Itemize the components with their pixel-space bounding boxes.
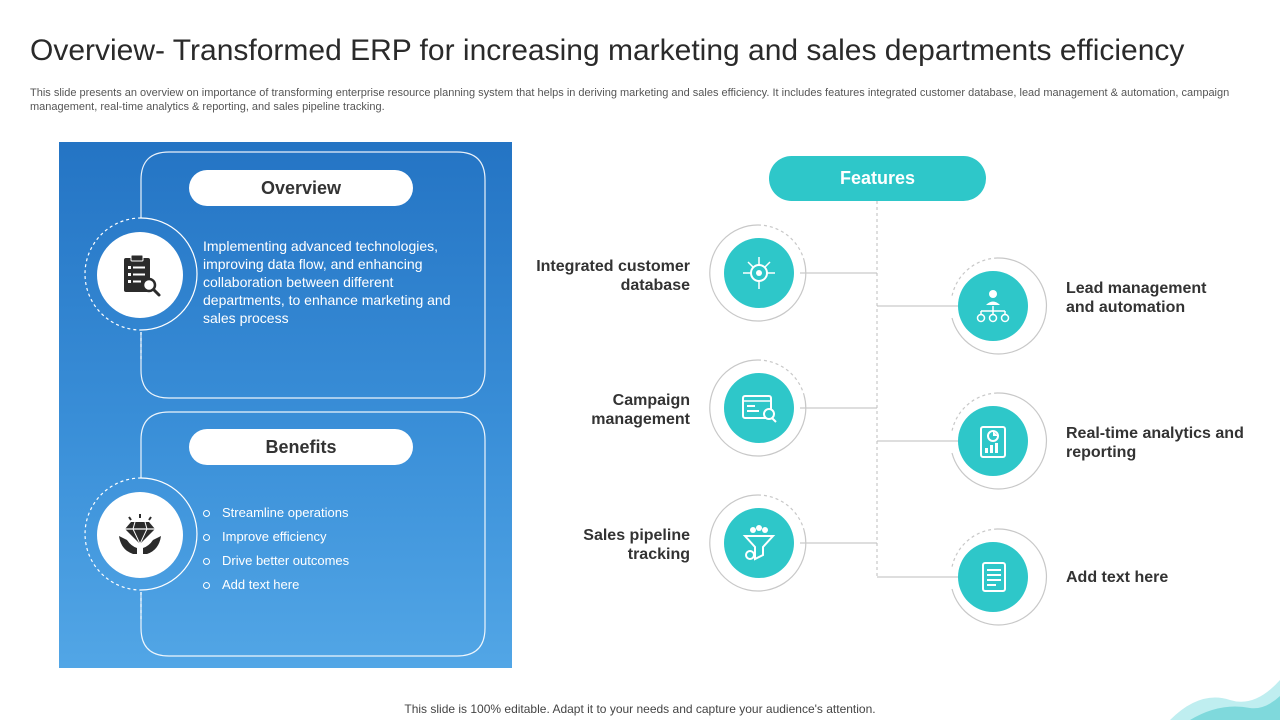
org-gears-icon [976, 290, 1010, 323]
campaign-screen-icon [742, 395, 777, 423]
decorative-wave [1170, 680, 1280, 720]
page-title: Overview- Transformed ERP for increasing… [30, 34, 1185, 67]
list-item: Drive better outcomes [203, 549, 349, 573]
diamond-hands-icon [119, 514, 161, 554]
database-chip-icon [743, 257, 775, 289]
bullet-icon [203, 557, 210, 565]
left-panel: Overview Implementing advanced technolog… [59, 142, 512, 668]
panel-frames [84, 151, 486, 657]
benefits-list: Streamline operations Improve efficiency… [203, 501, 349, 597]
feature-icon-circle [958, 271, 1028, 341]
clipboard-magnifier-icon [124, 254, 161, 297]
analytics-report-icon [980, 426, 1006, 458]
feature-label-integrated-customer-database: Integrated customer database [536, 258, 690, 294]
list-item: Improve efficiency [203, 525, 349, 549]
feature-icon-circle [724, 508, 794, 578]
feature-icon-circle [724, 238, 794, 308]
feature-label-campaign-management: Campaign management [591, 392, 690, 428]
overview-heading: Overview [189, 170, 413, 206]
bullet-icon [203, 509, 210, 517]
document-icon [982, 562, 1006, 592]
feature-icon-circle [958, 406, 1028, 476]
feature-label-add-text: Add text here [1066, 569, 1169, 586]
bullet-icon [203, 581, 210, 589]
funnel-gear-icon [742, 525, 776, 561]
list-item: Add text here [203, 573, 349, 597]
bullet-icon [203, 533, 210, 541]
page-subtitle: This slide presents an overview on impor… [30, 87, 1230, 113]
feature-label-sales-pipeline-tracking: Sales pipeline tracking [583, 527, 690, 563]
feature-icon-circle [724, 373, 794, 443]
overview-text: Implementing advanced technologies, impr… [203, 238, 451, 326]
features-heading: Features [769, 156, 986, 201]
feature-icon-circle [958, 542, 1028, 612]
overview-icon-circle [97, 232, 183, 318]
benefits-icon-circle [97, 492, 183, 578]
benefits-heading: Benefits [189, 429, 413, 465]
list-item: Streamline operations [203, 501, 349, 525]
feature-label-lead-management: Lead management and automation [1066, 280, 1207, 316]
feature-label-real-time-analytics: Real-time analytics and reporting [1066, 425, 1244, 461]
footer-note: This slide is 100% editable. Adapt it to… [404, 702, 876, 716]
